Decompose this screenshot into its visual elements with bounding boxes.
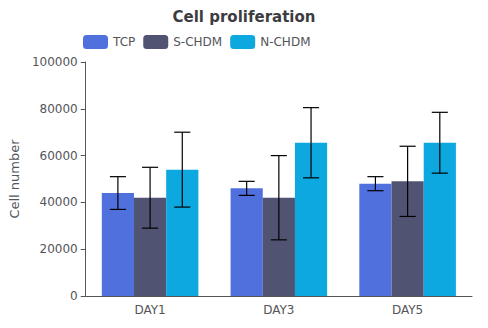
svg-text:TCP: TCP bbox=[112, 35, 135, 49]
svg-text:N-CHDM: N-CHDM bbox=[260, 35, 310, 49]
svg-text:Cell number: Cell number bbox=[7, 139, 22, 219]
svg-text:DAY3: DAY3 bbox=[263, 303, 294, 317]
svg-text:0: 0 bbox=[70, 289, 78, 303]
svg-text:100000: 100000 bbox=[32, 55, 78, 69]
svg-text:60000: 60000 bbox=[40, 149, 78, 163]
svg-text:20000: 20000 bbox=[40, 242, 78, 256]
svg-text:Cell proliferation: Cell proliferation bbox=[173, 8, 316, 26]
svg-text:DAY5: DAY5 bbox=[392, 303, 423, 317]
svg-text:DAY1: DAY1 bbox=[134, 303, 165, 317]
svg-text:S-CHDM: S-CHDM bbox=[173, 35, 222, 49]
svg-text:40000: 40000 bbox=[40, 195, 78, 209]
svg-text:80000: 80000 bbox=[40, 102, 78, 116]
